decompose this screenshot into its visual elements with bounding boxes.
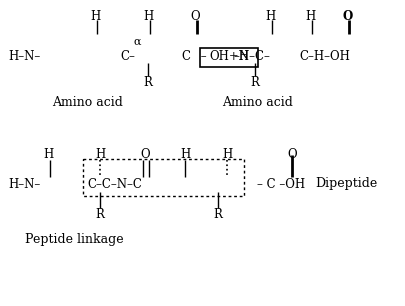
Text: H–N–: H–N– bbox=[8, 50, 40, 64]
Bar bbox=[83, 159, 244, 196]
Text: H–N–: H–N– bbox=[8, 177, 40, 191]
Text: –: – bbox=[197, 50, 207, 64]
Text: H: H bbox=[43, 148, 53, 161]
Text: R: R bbox=[250, 76, 259, 89]
Text: Amino acid: Amino acid bbox=[222, 96, 293, 110]
Text: H: H bbox=[90, 10, 100, 23]
Text: Peptide linkage: Peptide linkage bbox=[25, 233, 124, 247]
Text: O: O bbox=[140, 148, 150, 161]
Text: H: H bbox=[265, 10, 275, 23]
Text: OH+H: OH+H bbox=[209, 50, 249, 64]
Text: Dipeptide: Dipeptide bbox=[315, 177, 377, 191]
Text: H: H bbox=[305, 10, 315, 23]
Text: α: α bbox=[133, 37, 141, 47]
Text: –N–C–: –N–C– bbox=[233, 50, 270, 64]
Text: H: H bbox=[95, 148, 105, 161]
Text: C–C–N–C: C–C–N–C bbox=[87, 177, 142, 191]
Text: R: R bbox=[95, 208, 104, 222]
Text: C–H–OH: C–H–OH bbox=[299, 50, 350, 64]
Text: O: O bbox=[287, 148, 297, 161]
Text: H: H bbox=[222, 148, 232, 161]
Text: O: O bbox=[190, 10, 200, 23]
Text: H: H bbox=[180, 148, 190, 161]
Text: Amino acid: Amino acid bbox=[52, 96, 123, 110]
Text: R: R bbox=[213, 208, 222, 222]
Bar bbox=[200, 48, 258, 67]
Text: R: R bbox=[143, 76, 152, 89]
Text: H: H bbox=[143, 10, 153, 23]
Text: O: O bbox=[343, 10, 353, 23]
Text: – C –OH: – C –OH bbox=[257, 177, 305, 191]
Text: C–: C– bbox=[120, 50, 135, 64]
Text: C: C bbox=[181, 50, 190, 64]
